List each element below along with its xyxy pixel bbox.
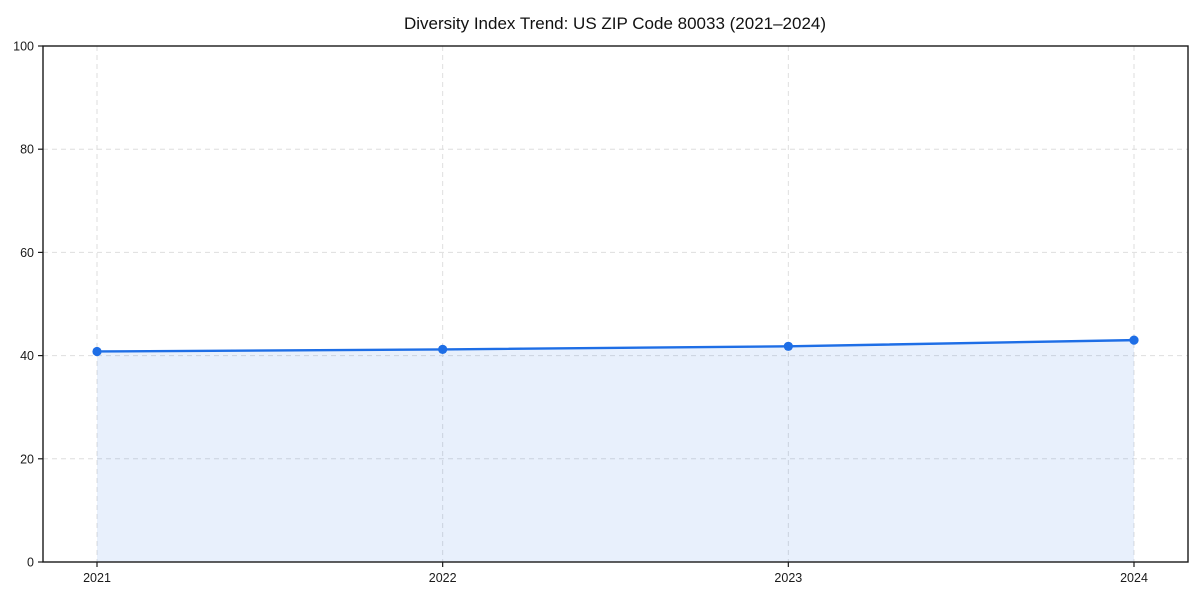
x-tick-label: 2024 <box>1120 571 1148 585</box>
area-fill <box>97 340 1134 562</box>
chart-title: Diversity Index Trend: US ZIP Code 80033… <box>404 14 826 33</box>
data-point-2021 <box>92 346 102 357</box>
y-tick-label: 60 <box>20 246 34 260</box>
y-tick-label: 20 <box>20 452 34 466</box>
x-tick-label: 2022 <box>429 571 457 585</box>
axis-layer <box>38 45 1189 567</box>
y-tick-label: 80 <box>20 143 34 157</box>
trend-line <box>95 338 1136 353</box>
data-point-2024 <box>1129 335 1139 345</box>
series-layer <box>92 335 1139 562</box>
data-point-2022 <box>438 344 448 355</box>
x-tick-label: 2023 <box>774 571 802 585</box>
y-tick-label: 100 <box>13 40 34 54</box>
plot-border <box>42 45 1189 563</box>
y-tick-label: 0 <box>27 556 34 570</box>
y-tick-label: 40 <box>20 349 34 363</box>
label-layer: 0 20 40 60 80 100 2021 2022 2023 2024 <box>13 40 1148 586</box>
x-tick-label: 2021 <box>83 571 111 585</box>
data-point-2023 <box>783 341 793 351</box>
